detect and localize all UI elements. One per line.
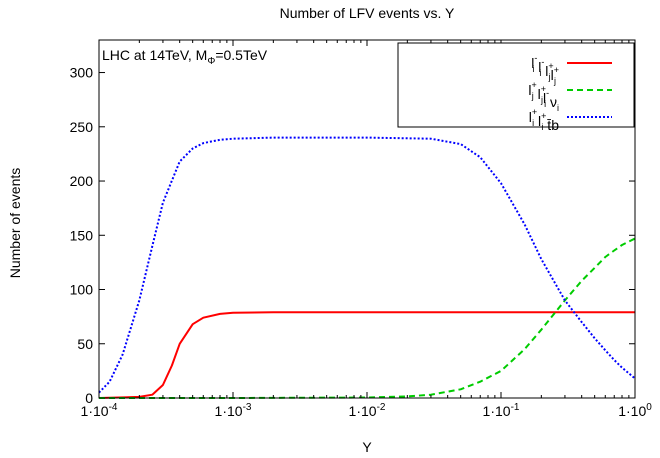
legend-symbol: l [534,86,541,102]
series-line-s2 [99,237,636,399]
x-tick-label: 1·10-1 [483,402,520,419]
legend-subscript: j [540,95,543,105]
x-tick-exponent: -3 [243,402,252,413]
legend-symbol: l [534,113,541,129]
legend-subscript: i [557,103,559,113]
legend-superscript: - [546,88,549,98]
legend-subscript: i [532,118,534,128]
x-tick-mantissa: 1·10 [483,403,511,419]
legend-symbol: l [543,90,546,106]
legend-symbol: l [541,63,548,79]
legend-symbol: ν [546,94,557,110]
y-tick-label: 100 [70,282,94,298]
y-tick-label: 150 [70,227,94,243]
legend-superscript: + [541,84,546,94]
x-tick-exponent: 0 [646,402,652,413]
legend-symbol: l [534,59,541,75]
legend-label-s1: l-i l-i l+ jl+ j [531,53,559,86]
legend-symbol: l [529,109,532,125]
legend-subscript: j [548,72,551,82]
x-tick-label: 1·10-3 [215,402,252,419]
legend-superscript: + [554,65,559,75]
y-tick-label: 0 [85,390,93,406]
annotation-prefix: LHC at 14TeV, M [102,47,207,63]
legend-box [397,42,635,128]
x-tick-exponent: -1 [511,402,520,413]
legend: l-i l-i l+ jl+ jl+ j l+ jl-i νil+ i l+ i t̄b [397,42,635,133]
legend-superscript: + [541,111,546,121]
legend-superscript: + [532,107,537,117]
legend-subscript: j [531,91,534,101]
y-tick-label: 200 [70,173,94,189]
legend-superscript: + [548,61,553,71]
legend-symbol: l [551,67,554,83]
legend-subscript: i [541,122,543,132]
series-line-s3 [98,136,636,394]
y-tick-label: 50 [77,336,93,352]
y-tick-label: 250 [70,119,94,135]
x-tick-mantissa: 1·10 [215,403,243,419]
legend-subscript: i [532,64,534,74]
x-axis-label: Y [362,439,372,455]
x-tick-label: 1·100 [618,402,652,419]
chart-annotation: LHC at 14TeV, MΦ=0.5TeV [102,47,268,67]
legend-superscript: + [531,80,536,90]
legend-symbol: l [531,55,534,71]
x-tick-exponent: -2 [377,402,386,413]
legend-symbol: t̄b [543,117,559,133]
y-axis-label: Number of events [7,168,23,279]
legend-subscript: i [544,99,546,109]
x-tick-mantissa: 1·10 [81,403,109,419]
legend-label-s3: l+ i l+ i t̄b [529,107,559,133]
x-tick-label: 1·10-4 [81,402,118,419]
series-line-s1 [98,311,635,399]
legend-label-s2: l+ j l+ jl-i νi [528,80,559,113]
x-tick-exponent: -4 [109,402,118,413]
series-layer [98,136,636,399]
legend-subscript: j [553,76,556,86]
legend-superscript: - [541,57,544,67]
annotation-subscript: Φ [207,56,215,67]
legend-subscript: i [539,68,541,78]
legend-superscript: - [534,53,537,63]
x-tick-label: 1·10-2 [349,402,386,419]
chart-title: Number of LFV events vs. Y [280,5,455,21]
y-tick-label: 300 [70,65,94,81]
legend-symbol: l [528,82,531,98]
x-tick-mantissa: 1·10 [349,403,377,419]
x-tick-mantissa: 1·10 [618,403,646,419]
annotation-suffix: =0.5TeV [215,47,267,63]
